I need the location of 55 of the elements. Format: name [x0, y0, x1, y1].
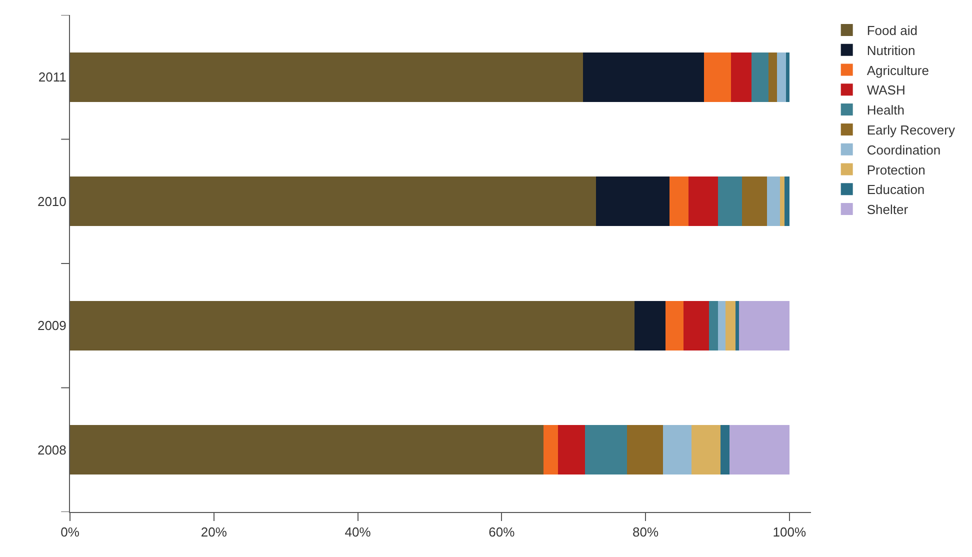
bar: [704, 52, 732, 102]
y-tick-label: 2010: [37, 194, 66, 209]
bar: [725, 300, 736, 350]
bar: [666, 300, 684, 350]
x-tick-label: 20%: [200, 524, 228, 540]
bar: [730, 425, 790, 475]
bar: [70, 176, 596, 226]
legend-label: Education: [866, 182, 925, 198]
bar: [786, 52, 790, 102]
bar: [596, 176, 670, 226]
bar: [735, 300, 740, 350]
bar: [634, 300, 666, 350]
bar: [718, 300, 726, 350]
bar: [742, 176, 768, 226]
x-tick-label: 0%: [60, 524, 80, 540]
legend-label: Health: [866, 102, 904, 118]
bar: [708, 300, 718, 350]
y-tick-label: 2008: [37, 442, 66, 458]
bar: [731, 52, 752, 102]
bar: [777, 52, 786, 102]
legend-label: Coordination: [866, 142, 941, 158]
y-tick-label: 2011: [38, 70, 66, 85]
bar: [718, 176, 742, 226]
bar: [669, 176, 689, 226]
bar: [780, 176, 784, 226]
legend-label: Agriculture: [866, 62, 929, 78]
bar: [767, 176, 780, 226]
bar: [558, 425, 586, 475]
bar: [626, 425, 663, 475]
legend-label: Nutrition: [866, 42, 916, 58]
bar: [768, 52, 778, 102]
legend-label: Protection: [866, 162, 926, 178]
bar: [543, 425, 558, 475]
bar: [784, 176, 790, 226]
bar: [720, 425, 730, 475]
bar: [582, 52, 704, 102]
bar: [585, 425, 627, 475]
legend-label: Shelter: [866, 202, 909, 218]
bar: [70, 52, 583, 102]
legend-label: WASH: [866, 82, 906, 98]
x-tick-label: 100%: [772, 524, 806, 540]
bar: [739, 300, 790, 350]
y-tick-label: 2009: [37, 318, 66, 334]
bar: [70, 300, 635, 350]
bar: [662, 425, 692, 475]
bar: [751, 52, 769, 102]
x-tick-label: 60%: [488, 524, 516, 540]
bar: [692, 425, 720, 475]
legend-label: Food aid: [866, 23, 918, 38]
bar: [688, 176, 718, 226]
bar: [70, 425, 544, 475]
legend-label: Early Recovery: [866, 122, 956, 138]
x-tick-label: 80%: [632, 524, 659, 540]
x-tick-label: 40%: [344, 524, 372, 540]
bar: [684, 300, 709, 350]
